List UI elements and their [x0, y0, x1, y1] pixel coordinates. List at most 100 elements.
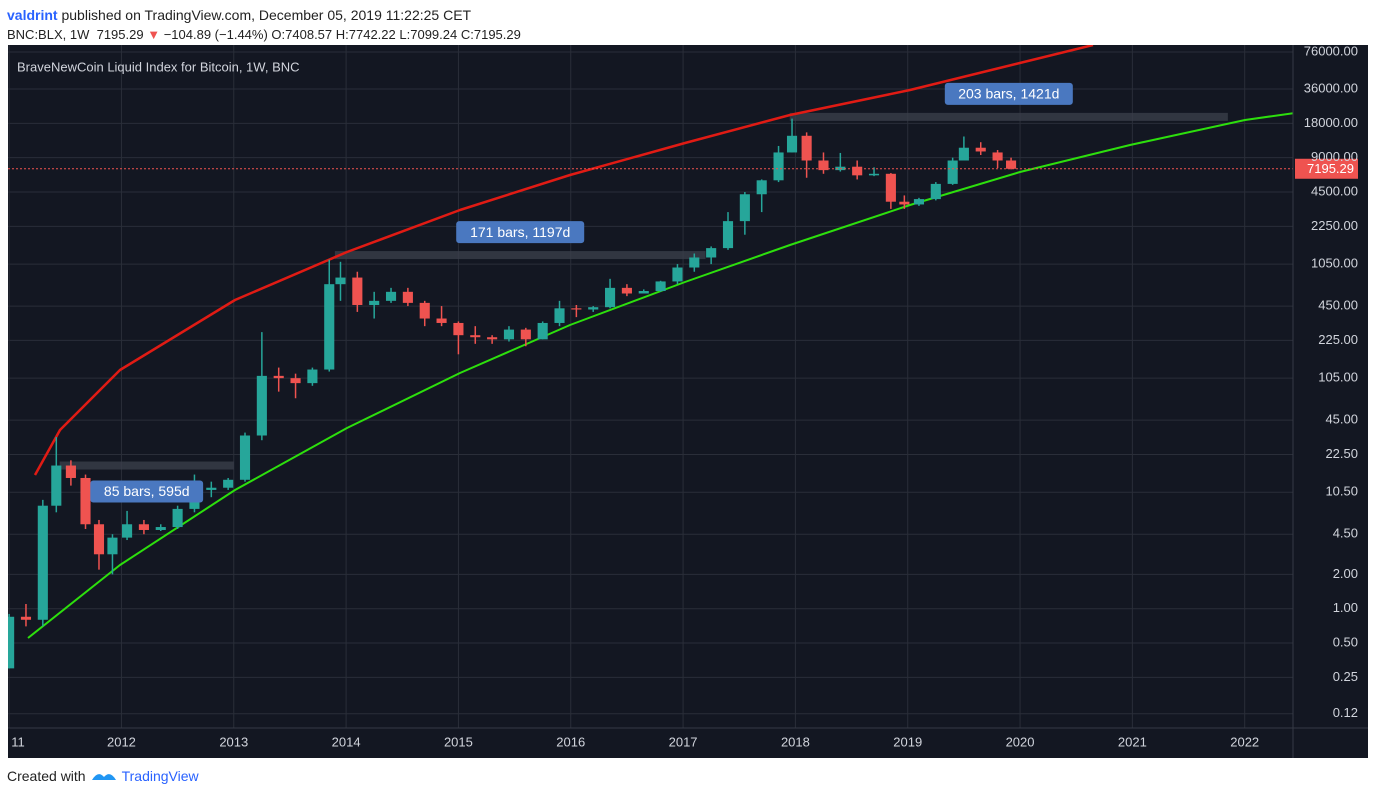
- candle-body: [290, 378, 301, 384]
- candle-body: [868, 173, 880, 176]
- candle-body: [801, 135, 812, 161]
- candle-body: [239, 435, 251, 480]
- y-tick-label: 0.50: [1333, 634, 1358, 649]
- range-band: [59, 461, 234, 470]
- range-label: 85 bars, 595d: [104, 483, 190, 499]
- candle-body: [588, 307, 599, 310]
- candle-body: [655, 281, 666, 292]
- chart-title: BraveNewCoin Liquid Index for Bitcoin, 1…: [17, 59, 300, 74]
- footer: Created with TradingView: [7, 768, 199, 784]
- candle-body: [65, 465, 76, 478]
- candle-body: [436, 318, 447, 323]
- y-tick-label: 36000.00: [1304, 80, 1358, 95]
- overlay: 85 bars, 595d 171 bars, 1197d 203 bars, 14…: [8, 82, 1358, 503]
- x-tick-label: 2022: [1230, 734, 1259, 749]
- author[interactable]: valdrint: [7, 7, 58, 23]
- candle-body: [638, 291, 649, 294]
- y-tick-label: 1050.00: [1311, 256, 1358, 271]
- candle-body: [51, 465, 62, 506]
- candle-body: [402, 291, 413, 303]
- candle-body: [520, 329, 531, 340]
- candle-body: [487, 337, 498, 340]
- candle-body: [206, 487, 217, 490]
- candle-body: [107, 537, 118, 555]
- x-tick-label: 2017: [669, 734, 698, 749]
- published: published on TradingView.com, December 0…: [61, 7, 472, 23]
- range-label: 203 bars, 1421d: [958, 86, 1059, 102]
- candle-body: [1006, 160, 1017, 169]
- candle-body: [818, 160, 829, 171]
- upper-curve: [33, 45, 1094, 476]
- candle-body: [739, 194, 750, 222]
- candle-body: [689, 257, 700, 268]
- candle-body: [571, 308, 582, 310]
- y-tick-label: 76000.00: [1304, 43, 1358, 58]
- candle-body: [786, 135, 798, 153]
- tv-logo: [91, 774, 116, 780]
- candle-body: [172, 508, 183, 528]
- candle-body: [756, 180, 767, 195]
- x-tick-label: 2021: [1118, 734, 1147, 749]
- created-with: Created with: [7, 768, 86, 784]
- publish-line: valdrint published on TradingView.com, D…: [7, 5, 521, 25]
- range-band: [789, 112, 1228, 121]
- x-tick-label: 2015: [444, 734, 473, 749]
- change-arrow: ▼: [147, 27, 161, 42]
- candle-body: [20, 616, 32, 620]
- candle-body: [122, 524, 133, 538]
- chart-background: [8, 45, 1368, 758]
- x-tick-label: 2014: [332, 734, 361, 749]
- grid: [8, 45, 1293, 728]
- candle-body: [37, 505, 48, 620]
- chart: 85 bars, 595d 171 bars, 1197d 203 bars, 14…: [8, 43, 1368, 758]
- x-tick-label: 11: [11, 734, 25, 749]
- candle-body: [975, 147, 986, 152]
- candle-body: [503, 329, 515, 340]
- x-tick-label: 2013: [219, 734, 248, 749]
- candle-body: [947, 160, 958, 184]
- candle-body: [537, 322, 548, 340]
- candle-body: [8, 616, 15, 669]
- candle-body: [273, 375, 284, 379]
- candle-body: [223, 479, 234, 488]
- candle-body: [470, 335, 481, 338]
- candle-body: [155, 527, 166, 530]
- range-label-box: [456, 221, 585, 244]
- candle-body: [605, 287, 616, 308]
- x-tick-label: 2012: [107, 734, 136, 749]
- range-label: 171 bars, 1197d: [470, 224, 570, 240]
- y-tick-label: 1.00: [1333, 600, 1358, 615]
- candle-body: [256, 375, 267, 436]
- candle-body: [419, 302, 430, 319]
- candle-body: [93, 524, 105, 555]
- y-tick-label: 0.25: [1333, 669, 1358, 684]
- candle-body: [385, 291, 397, 301]
- y-tick-label: 450.00: [1318, 298, 1358, 313]
- y-tick-label: 9000.00: [1311, 149, 1358, 164]
- x-tick-label: 2020: [1006, 734, 1035, 749]
- last: 7195.29: [96, 27, 144, 42]
- candle-body: [554, 308, 565, 323]
- y-tick-label: 2250.00: [1311, 218, 1358, 233]
- y-tick-label: 2.00: [1333, 566, 1358, 581]
- y-tick-label: 225.00: [1318, 332, 1358, 347]
- lower-curve: [27, 112, 1293, 639]
- tradingview-link[interactable]: TradingView: [121, 768, 199, 784]
- y-tick-label: 0.12: [1333, 705, 1358, 720]
- candle-body: [899, 201, 910, 205]
- ohlc-o: O:7408.57: [271, 27, 333, 42]
- y-tick-label: 45.00: [1325, 412, 1358, 427]
- y-tick-label: 22.50: [1325, 446, 1358, 461]
- candle-body: [773, 152, 784, 181]
- candle-body: [930, 183, 941, 200]
- ohlc-c: C:7195.29: [460, 27, 521, 42]
- candle-body: [307, 369, 318, 384]
- y-tick-label: 18000.00: [1304, 115, 1358, 130]
- range-label-box: [90, 480, 204, 503]
- candle-body: [335, 277, 346, 285]
- ohlc-l: L:7099.24: [399, 27, 458, 42]
- change: −104.89 (−1.44%): [163, 27, 268, 42]
- y-tick-label: 4500.00: [1311, 183, 1358, 198]
- header: valdrint published on TradingView.com, D…: [7, 5, 521, 45]
- quote-line: BNC:BLX, 1W 7195.29 ▼ −104.89 (−1.44%) O…: [7, 25, 521, 45]
